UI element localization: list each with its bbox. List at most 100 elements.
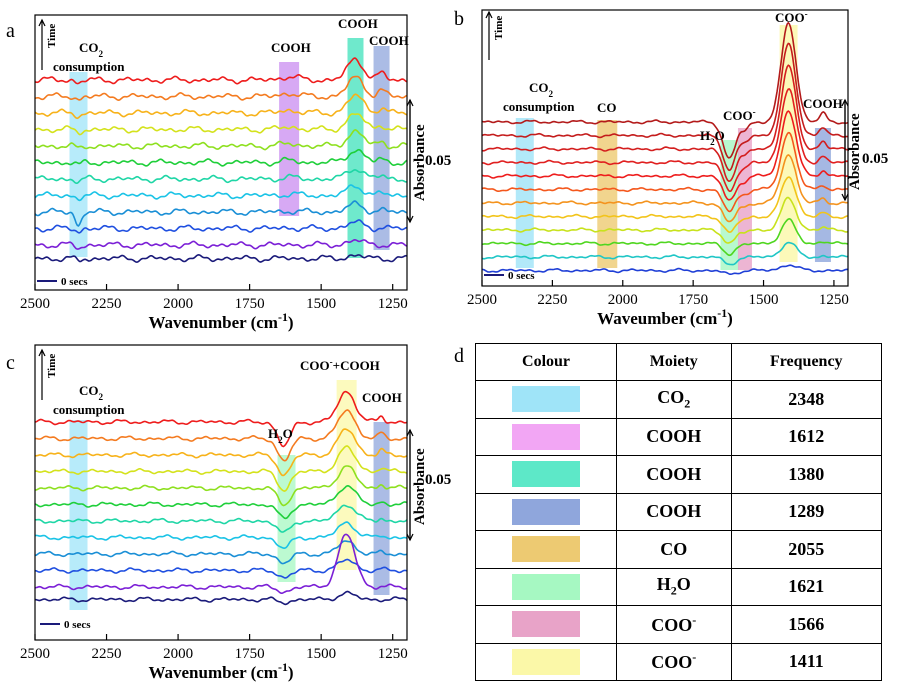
spectrum-line [481, 176, 849, 234]
time-label: Time [46, 24, 58, 48]
spectrum-line [481, 264, 849, 275]
scale-value-label: 0.05 [425, 472, 451, 488]
legend-row: COOH 1612 [474, 417, 883, 456]
legend-colour-cell [474, 605, 618, 644]
band-annotation: CO2 [79, 40, 104, 59]
colour-swatch [512, 461, 581, 488]
spectrum-line [34, 113, 408, 136]
legend-moiety-cell: CO2 [616, 380, 732, 419]
moiety-text: CO [660, 538, 688, 559]
spectrum-line [482, 88, 849, 193]
x-tick-label: 1750 [235, 646, 265, 662]
spectrum-line [34, 238, 408, 250]
spectrum-line [34, 533, 408, 594]
arrow-head-icon [841, 98, 849, 107]
spectrum-line [34, 75, 408, 102]
legend-row: H2O 1621 [474, 567, 883, 606]
moiety-subscript: 2 [670, 584, 677, 599]
x-tick-label: 2000 [163, 646, 193, 662]
spectrum-line [481, 153, 849, 223]
spectrum-line [481, 110, 849, 201]
spectrum-line [34, 129, 408, 151]
scale-value-label: 0.05 [862, 151, 888, 167]
spectrum-line [481, 131, 849, 213]
plot-frame [481, 9, 849, 287]
panel-a-letter: a [6, 20, 15, 42]
legend-row: CO2 2348 [474, 380, 883, 419]
legend-frequency-cell: 1289 [730, 492, 883, 531]
arrow-head-icon [38, 18, 46, 27]
legend-moiety-cell: CO [616, 530, 732, 569]
band-annotation: H2O [268, 426, 293, 445]
x-tick-label: 1250 [378, 296, 408, 312]
legend-row: COOH 1289 [474, 492, 883, 531]
band-annotation: COO-+COOH [300, 357, 380, 373]
legend-frequency-cell: 2055 [730, 530, 883, 569]
spectrum-line [34, 253, 408, 264]
moiety-text: H [656, 574, 671, 595]
time-label: Time [46, 354, 58, 378]
arrow-head-icon [38, 348, 46, 357]
legend-row: COO- 1566 [474, 605, 883, 644]
highlight-band [373, 46, 390, 250]
spectrum-line [34, 219, 408, 234]
panel-d-letter: d [454, 345, 464, 367]
chart-panel-b: 2500 2250 2000 1750 1500 1250 Waveumber (cm-1)… [467, 9, 888, 328]
legend-frequency-cell: 2348 [730, 380, 883, 419]
x-tick-label: 2500 [20, 296, 50, 312]
spectrum-line [34, 558, 408, 579]
legend-moiety-cell: COOH [616, 492, 732, 531]
band-annotation: COOH [338, 16, 378, 31]
band-annotation: COOH [803, 96, 843, 111]
arrow-head-icon [406, 98, 414, 107]
colour-swatch [512, 386, 581, 413]
spectrum-line [34, 540, 408, 565]
header-moiety: Moiety [616, 343, 732, 381]
spectrum-line [34, 57, 408, 85]
legend-frequency-cell: 1621 [730, 567, 883, 606]
spectrum-line [482, 196, 849, 244]
x-tick-label: 1500 [749, 292, 779, 308]
arrow-head-icon [406, 428, 414, 437]
band-annotation-sub: consumption [53, 402, 125, 417]
colour-swatch [512, 498, 581, 525]
legend-frequency-cell: 1380 [730, 455, 883, 494]
spectrum-line [34, 184, 408, 202]
x-tick-label: 2500 [20, 646, 50, 662]
chart-panel-c: 2500 2250 2000 1750 1500 1250 Wavenumber (cm-1… [20, 344, 451, 682]
zero-secs-label: 0 secs [64, 619, 91, 631]
moiety-text: COOH [646, 426, 702, 447]
band-annotation-sub: consumption [53, 59, 125, 74]
absorbance-label: Absorbance [412, 124, 428, 201]
spectrum-line [34, 200, 408, 227]
colour-swatch [512, 611, 581, 638]
x-tick-label: 1500 [306, 646, 336, 662]
highlight-band [69, 72, 88, 257]
legend-frequency-cell: 1566 [730, 605, 883, 644]
spectrum-line [34, 148, 408, 167]
spectrum-line [34, 390, 408, 448]
x-tick-label: 1250 [378, 646, 408, 662]
legend-moiety-cell: COO- [616, 642, 732, 681]
chart-panel-a: 2500 2250 2000 1750 1500 1250 Wavenumber (cm-1… [20, 14, 451, 332]
legend-colour-cell [474, 492, 618, 531]
arrow-head-icon [406, 533, 414, 542]
moiety-subscript: 2 [684, 396, 691, 411]
spectrum-line [34, 504, 408, 533]
legend-table: Colour Moiety Frequency CO2 2348 COOH 1612 C… [474, 343, 883, 681]
arrow-head-icon [841, 193, 849, 202]
spectrum-line [34, 484, 408, 520]
legend-frequency-cell: 1411 [730, 642, 883, 681]
moiety-text: COOH [646, 501, 702, 522]
legend-row: COOH 1380 [474, 455, 883, 494]
absorbance-label: Absorbance [847, 113, 863, 190]
legend-colour-cell [474, 455, 618, 494]
legend-moiety-cell: COO- [616, 605, 732, 644]
band-annotation: COOH [362, 390, 402, 405]
x-tick-label: 2000 [608, 292, 638, 308]
highlight-band [737, 128, 752, 270]
moiety-text: COO [651, 652, 693, 673]
spectrum-line [481, 241, 848, 266]
spectrum-line [34, 445, 408, 492]
x-tick-label: 1750 [235, 296, 265, 312]
